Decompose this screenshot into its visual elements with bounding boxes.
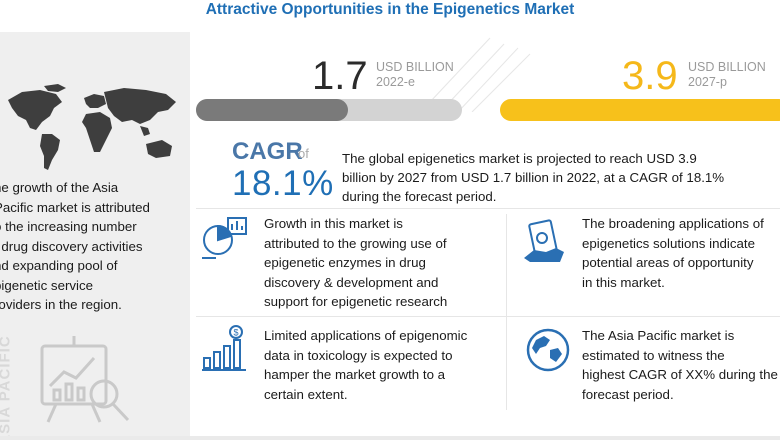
insight-line: epigenetics solutions indicate (582, 235, 755, 251)
insight-applications: The broadening applications of epigeneti… (582, 214, 764, 292)
unit-label-2022: USD BILLION (376, 60, 454, 74)
insight-line: forecast period. (582, 386, 674, 402)
horizontal-divider (196, 316, 780, 317)
svg-text:$: $ (234, 328, 239, 338)
cagr-of: of (298, 146, 309, 161)
insight-line: epigenetic enzymes in drug (264, 255, 426, 270)
decorative-lines (429, 37, 531, 112)
world-map-icon (8, 84, 176, 170)
bar-2027-fill (500, 99, 780, 121)
year-label-2022: 2022-e (376, 75, 415, 89)
cagr-desc-line: during the forecast period. (342, 189, 497, 204)
insight-enzymes: Growth in this market is attributed to t… (264, 214, 447, 312)
insight-line: certain extent. (264, 386, 348, 402)
left-line: o the increasing number (0, 219, 137, 234)
market-value-2027: 3.9 (622, 54, 678, 98)
insight-line: attributed to the growing use of (264, 235, 447, 251)
insight-limitations: Limited applications of epigenomic data … (264, 326, 467, 404)
insight-line: Growth in this market is (264, 216, 403, 231)
left-line: he growth of the Asia (0, 180, 119, 195)
cagr-description: The global epigenetics market is project… (342, 149, 780, 206)
market-value-2022: 1.7 (312, 54, 368, 98)
insight-line: highest CAGR of XX% during the (582, 367, 778, 382)
insight-line: support for epigenetic research (264, 294, 448, 309)
growth-bars-icon: $ (202, 325, 246, 371)
analysis-board-icon (40, 336, 130, 423)
insight-line: Limited applications of epigenomic (264, 328, 468, 343)
enzyme-chart-icon (202, 217, 247, 259)
insight-line: data in toxicology is expected to (264, 347, 453, 363)
insight-line: The Asia Pacific market is (582, 328, 735, 343)
bottom-border (0, 436, 780, 440)
insight-asia-pacific: The Asia Pacific market is estimated to … (582, 326, 778, 404)
asia-pacific-watermark: ASIA PACIFIC (0, 335, 14, 440)
cagr-label: CAGR (232, 138, 303, 165)
unit-label-2027: USD BILLION (688, 60, 766, 74)
globe-icon (526, 328, 570, 372)
left-line: roviders in the region. (0, 297, 122, 312)
left-panel: he growth of the Asia Pacific market is … (0, 32, 190, 440)
horizontal-divider (196, 208, 780, 209)
year-label-2027: 2027-p (688, 75, 727, 89)
left-line: f drug discovery activities (0, 238, 143, 254)
insight-line: hamper the market growth to a (264, 367, 446, 382)
page-title: Attractive Opportunities in the Epigenet… (205, 1, 575, 18)
cagr-value: 18.1% (232, 164, 334, 203)
left-line: pigenetic service (0, 277, 94, 293)
insight-line: in this market. (582, 274, 665, 290)
cagr-desc-line: The global epigenetics market is project… (342, 151, 697, 166)
insight-line: discovery & development and (264, 274, 439, 290)
left-line: Pacific market is attributed (0, 199, 150, 215)
insight-line: potential areas of opportunity (582, 255, 754, 270)
cagr-desc-line: billion by 2027 from USD 1.7 billion in … (342, 170, 725, 185)
bar-2022-fill (196, 99, 348, 121)
left-description: he growth of the Asia Pacific market is … (0, 178, 190, 315)
money-icon (524, 219, 564, 262)
insight-line: The broadening applications of (582, 216, 764, 231)
vertical-divider (506, 214, 507, 410)
insight-line: estimated to witness the (582, 347, 725, 363)
left-line: nd expanding pool of (0, 258, 118, 273)
